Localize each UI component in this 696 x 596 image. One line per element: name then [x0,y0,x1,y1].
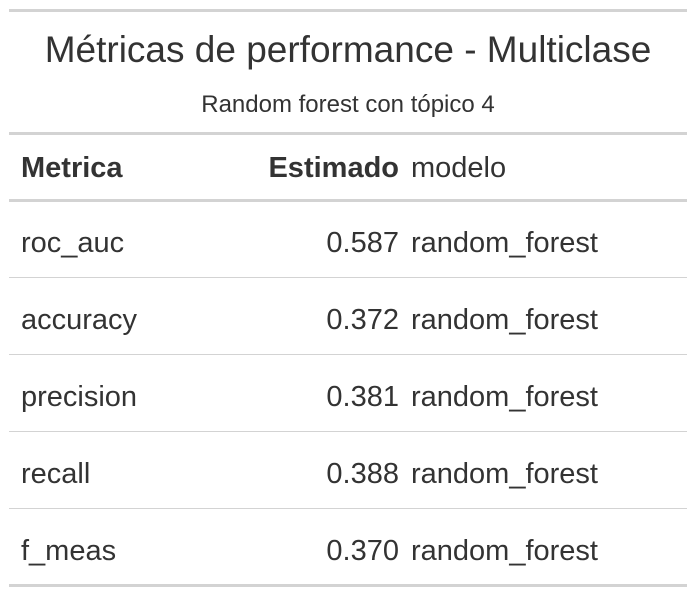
column-header-metric: Metrica [21,152,123,184]
column-header-estimate: Estimado [268,152,399,184]
row-4-metric: f_meas [21,535,117,567]
row-2-model: random_forest [411,381,598,413]
row-divider [9,508,687,509]
row-4-estimate: 0.370 [326,535,399,567]
row-divider [9,277,687,278]
row-divider [9,431,687,432]
row-3-model: random_forest [411,458,598,490]
row-3-estimate: 0.388 [326,458,399,490]
row-0-estimate: 0.587 [326,227,399,259]
header-top-border [9,132,687,135]
table-top-border [9,9,687,12]
row-0-metric: roc_auc [21,227,125,259]
row-3-metric: recall [21,458,91,490]
row-2-metric: precision [21,381,138,413]
table-bottom-border [9,584,687,587]
header-bottom-border [9,199,687,202]
row-1-estimate: 0.372 [326,304,399,336]
row-2-estimate: 0.381 [326,381,399,413]
column-header-model: modelo [411,152,507,184]
row-0-model: random_forest [411,227,598,259]
row-1-metric: accuracy [21,304,138,336]
row-1-model: random_forest [411,304,598,336]
metrics-table: Métricas de performance - Multiclase Ran… [9,0,687,596]
table-title: Métricas de performance - Multiclase [44,29,652,70]
table-subtitle: Random forest con tópico 4 [201,91,495,118]
row-4-model: random_forest [411,535,598,567]
row-divider [9,354,687,355]
